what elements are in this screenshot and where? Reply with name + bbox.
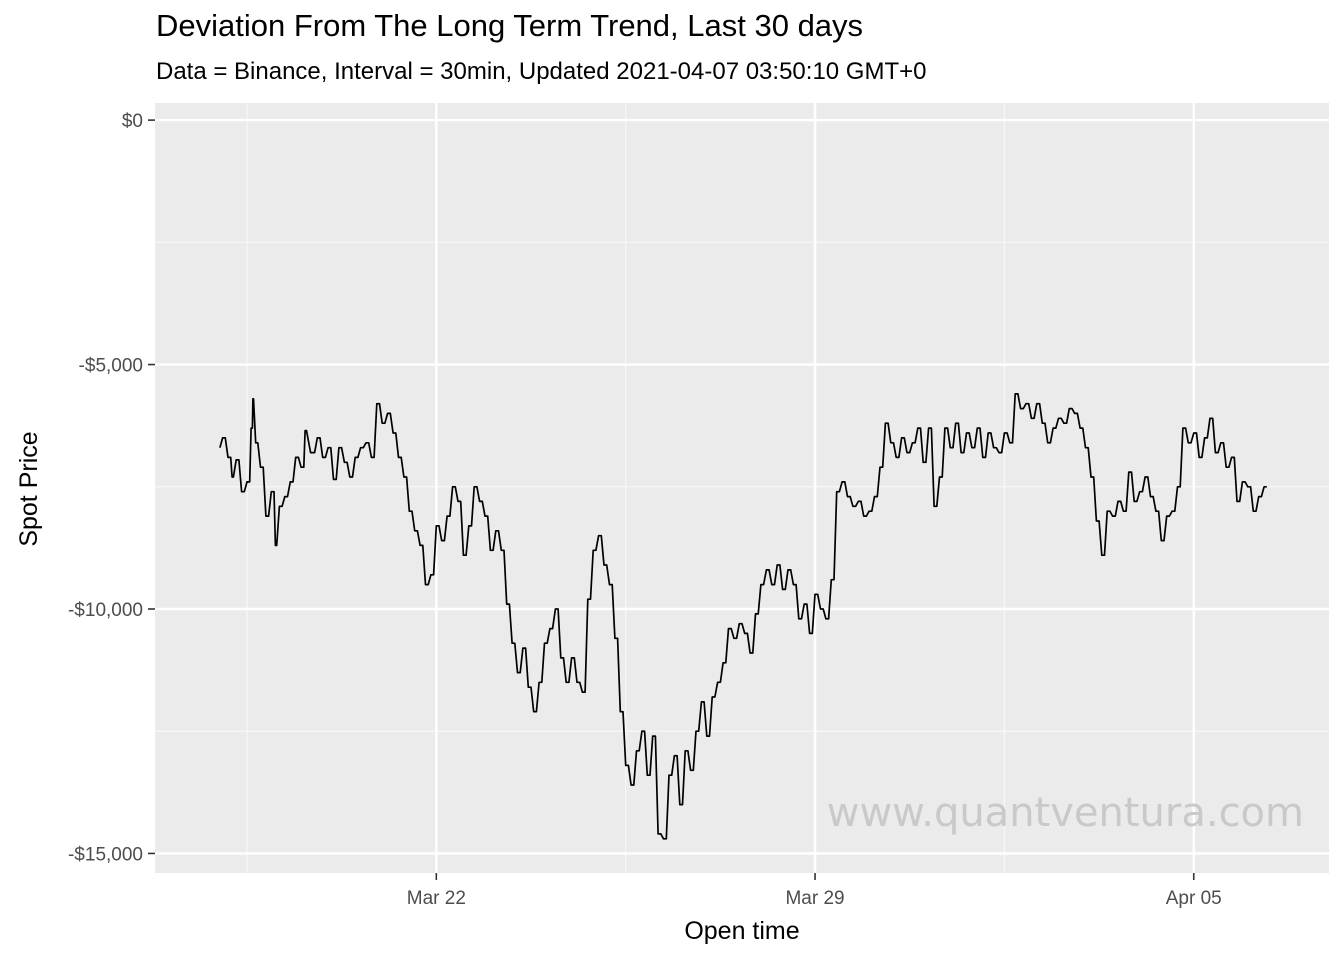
series-layer [219, 393, 1267, 840]
x-tick-label: Mar 22 [407, 888, 466, 909]
x-tick-label: Apr 05 [1166, 888, 1222, 909]
y-tick-label: $0 [122, 111, 143, 132]
y-tick-label: -$10,000 [68, 600, 143, 621]
y-tick-label: -$15,000 [68, 844, 143, 865]
y-axis-title: Spot Price [15, 431, 43, 546]
y-axis: $0 -$5,000 -$10,000 -$15,000 [68, 111, 155, 865]
series-line [219, 393, 1267, 840]
x-axis-title: Open time [684, 917, 799, 945]
chart-subtitle: Data = Binance, Interval = 30min, Update… [156, 58, 927, 85]
major-gridlines [155, 103, 1329, 873]
plot-panel [155, 103, 1329, 873]
watermark-text: www.quantventura.com [827, 790, 1304, 836]
x-axis: Mar 22 Mar 29 Apr 05 [407, 873, 1222, 909]
chart-title: Deviation From The Long Term Trend, Last… [156, 8, 864, 43]
y-tick-label: -$5,000 [79, 356, 143, 377]
x-tick-label: Mar 29 [785, 888, 844, 909]
